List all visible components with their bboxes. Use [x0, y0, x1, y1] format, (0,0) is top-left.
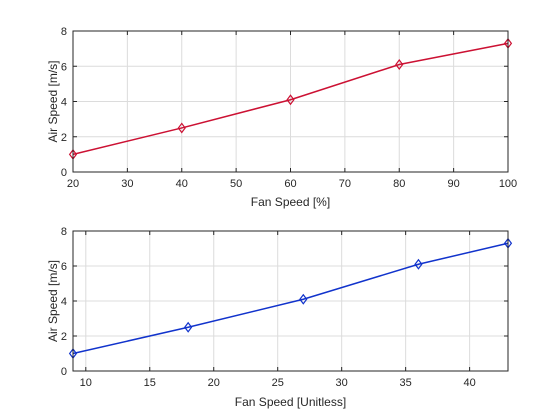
bottom-plot-y-tick-label: 8	[61, 226, 67, 238]
top-plot-x-axis-label: Fan Speed [%]	[251, 195, 330, 209]
top-plot-y-tick-label: 8	[61, 26, 67, 38]
bottom-plot-x-tick-label: 25	[272, 377, 284, 389]
top-plot-x-tick-label: 30	[121, 178, 133, 190]
bottom-plot-x-tick-label: 15	[144, 377, 156, 389]
bottom-plot-y-axis-label: Air Speed [m/s]	[46, 260, 60, 342]
bottom-plot-x-tick-label: 40	[463, 377, 475, 389]
top-plot-x-tick-label: 60	[284, 178, 296, 190]
bottom-plot-x-tick-label: 30	[336, 377, 348, 389]
top-plot-x-tick-label: 80	[393, 178, 405, 190]
top-plot-x-tick-label: 100	[499, 178, 517, 190]
bottom-plot-y-tick-label: 0	[61, 366, 67, 378]
top-plot-y-tick-label: 4	[61, 97, 67, 109]
bottom-plot-y-tick-label: 4	[61, 296, 67, 308]
top-plot-y-tick-label: 6	[61, 61, 67, 73]
bottom-plot-x-tick-label: 35	[400, 377, 412, 389]
top-plot-y-axis-label: Air Speed [m/s]	[46, 60, 60, 142]
bottom-plot-x-axis-label: Fan Speed [Unitless]	[235, 395, 346, 409]
bottom-plot-y-tick-label: 6	[61, 261, 67, 273]
bottom-plot-x-tick-label: 10	[80, 377, 92, 389]
bottom-plot-x-tick-label: 20	[208, 377, 220, 389]
bottom-plot-y-tick-label: 2	[61, 331, 67, 343]
top-plot-y-tick-label: 2	[61, 132, 67, 144]
top-plot-x-tick-label: 70	[339, 178, 351, 190]
top-plot-x-tick-label: 20	[67, 178, 79, 190]
top-plot-x-tick-label: 50	[230, 178, 242, 190]
top-plot-y-tick-label: 0	[61, 167, 67, 179]
top-plot-x-tick-label: 40	[176, 178, 188, 190]
top-plot-x-tick-label: 90	[448, 178, 460, 190]
